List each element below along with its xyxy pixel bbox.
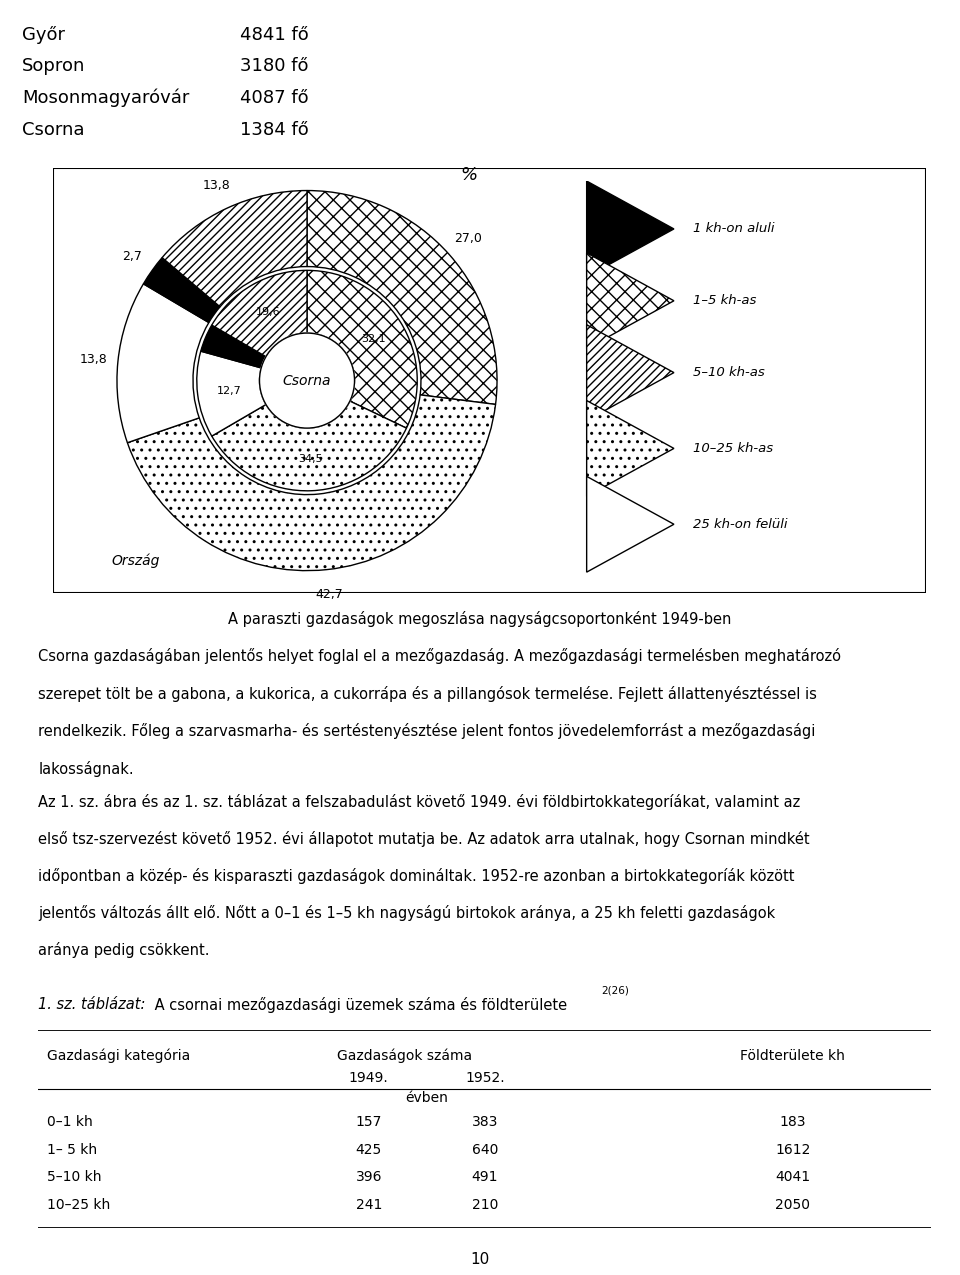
Text: 1612: 1612 (775, 1142, 810, 1156)
Text: jelentős változás állt elő. Nőtt a 0–1 és 1–5 kh nagyságú birtokok aránya, a 25 : jelentős változás állt elő. Nőtt a 0–1 é… (38, 905, 776, 922)
Text: 34,5: 34,5 (298, 454, 323, 464)
Text: első tsz-szervezést követő 1952. évi állapotot mutatja be. Az adatok arra utalna: első tsz-szervezést követő 1952. évi áll… (38, 831, 810, 848)
Wedge shape (201, 325, 266, 368)
Text: aránya pedig csökkent.: aránya pedig csökkent. (38, 942, 210, 959)
Text: 383: 383 (471, 1116, 498, 1130)
Text: 1949.: 1949. (348, 1071, 389, 1085)
Text: Sopron: Sopron (22, 57, 85, 75)
Text: 4,1: 4,1 (226, 346, 243, 354)
Text: Az 1. sz. ábra és az 1. sz. táblázat a felszabadulást követő 1949. évi földbirto: Az 1. sz. ábra és az 1. sz. táblázat a f… (38, 794, 801, 811)
Text: Győr: Győr (22, 26, 65, 43)
Text: 27,0: 27,0 (454, 232, 482, 245)
Text: Gazdaságok száma: Gazdaságok száma (337, 1048, 472, 1063)
Text: 42,7: 42,7 (315, 588, 343, 601)
Text: 25 kh-on felüli: 25 kh-on felüli (693, 518, 788, 530)
Wedge shape (143, 258, 220, 323)
Text: 5–10 kh: 5–10 kh (47, 1170, 102, 1184)
Text: Csorna gazdaságában jelentős helyet foglal el a mezőgazdaság. A mezőgazdasági te: Csorna gazdaságában jelentős helyet fogl… (38, 648, 841, 664)
Wedge shape (307, 190, 497, 404)
Wedge shape (212, 402, 406, 491)
Text: 241: 241 (355, 1198, 382, 1213)
Polygon shape (587, 252, 674, 348)
Text: 3180 fő: 3180 fő (240, 57, 308, 75)
Text: 396: 396 (355, 1170, 382, 1184)
Polygon shape (587, 181, 674, 277)
Text: 491: 491 (471, 1170, 498, 1184)
Text: 157: 157 (355, 1116, 382, 1130)
Text: 2050: 2050 (776, 1198, 810, 1213)
Text: 0–1 kh: 0–1 kh (47, 1116, 93, 1130)
Text: 640: 640 (471, 1142, 498, 1156)
Text: 13,8: 13,8 (203, 180, 230, 193)
Text: 1– 5 kh: 1– 5 kh (47, 1142, 98, 1156)
Text: 1952.: 1952. (465, 1071, 505, 1085)
Text: 32,1: 32,1 (361, 334, 386, 343)
Wedge shape (212, 270, 307, 357)
Text: 4087 fő: 4087 fő (240, 89, 308, 107)
Text: 10–25 kh: 10–25 kh (47, 1198, 110, 1213)
Text: 10–25 kh-as: 10–25 kh-as (693, 442, 774, 455)
Text: 210: 210 (471, 1198, 498, 1213)
Wedge shape (128, 395, 495, 571)
Wedge shape (117, 284, 209, 442)
Text: Gazdasági kategória: Gazdasági kategória (47, 1048, 191, 1063)
Text: szerepet tölt be a gabona, a kukorica, a cukorrápa és a pillangósok termelése. : szerepet tölt be a gabona, a kukorica, a… (38, 686, 817, 701)
Text: Ország: Ország (111, 553, 160, 569)
Text: 425: 425 (355, 1142, 382, 1156)
Text: %: % (460, 166, 477, 185)
Text: Csorna: Csorna (283, 374, 331, 388)
Text: 2,7: 2,7 (122, 250, 142, 263)
Wedge shape (162, 190, 307, 307)
Text: 183: 183 (780, 1116, 806, 1130)
Text: Mosonmagyaróvár: Mosonmagyaróvár (22, 89, 189, 107)
Polygon shape (587, 477, 674, 572)
Text: 1. sz. táblázat:: 1. sz. táblázat: (38, 997, 146, 1012)
Wedge shape (307, 270, 418, 428)
Text: rendelkezik. Főleg a szarvasmarha- és sertéstenyésztése jelent fontos jövedelemf: rendelkezik. Főleg a szarvasmarha- és se… (38, 723, 816, 740)
Text: Földterülete kh: Földterülete kh (740, 1049, 845, 1063)
Text: 2(26): 2(26) (601, 986, 629, 996)
Polygon shape (587, 325, 674, 421)
Text: 1384 fő: 1384 fő (240, 121, 309, 139)
Text: Csorna: Csorna (22, 121, 84, 139)
Wedge shape (197, 351, 266, 436)
Text: 5–10 kh-as: 5–10 kh-as (693, 366, 765, 379)
Text: 10: 10 (470, 1252, 490, 1266)
Text: 13,8: 13,8 (80, 352, 108, 366)
Text: 4841 fő: 4841 fő (240, 26, 309, 43)
Text: 4041: 4041 (776, 1170, 810, 1184)
Text: 1–5 kh-as: 1–5 kh-as (693, 295, 756, 307)
Text: 12,7: 12,7 (216, 386, 241, 395)
Text: időpontban a közép- és kisparaszti gazdaságok domináltak. 1952-re azonban a birt: időpontban a közép- és kisparaszti gazda… (38, 868, 795, 885)
Text: évben: évben (405, 1091, 448, 1105)
Circle shape (259, 333, 354, 428)
Polygon shape (587, 400, 674, 496)
Text: 1 kh-on aluli: 1 kh-on aluli (693, 222, 775, 236)
Text: 19,6: 19,6 (255, 307, 280, 317)
Text: A paraszti gazdaságok megoszlása nagyságcsoportonként 1949-ben: A paraszti gazdaságok megoszlása nagyság… (228, 611, 732, 627)
Text: lakosságnak.: lakosságnak. (38, 761, 134, 778)
Text: A csornai mezőgazdasági üzemek száma és földterülete: A csornai mezőgazdasági üzemek száma és … (150, 997, 567, 1012)
